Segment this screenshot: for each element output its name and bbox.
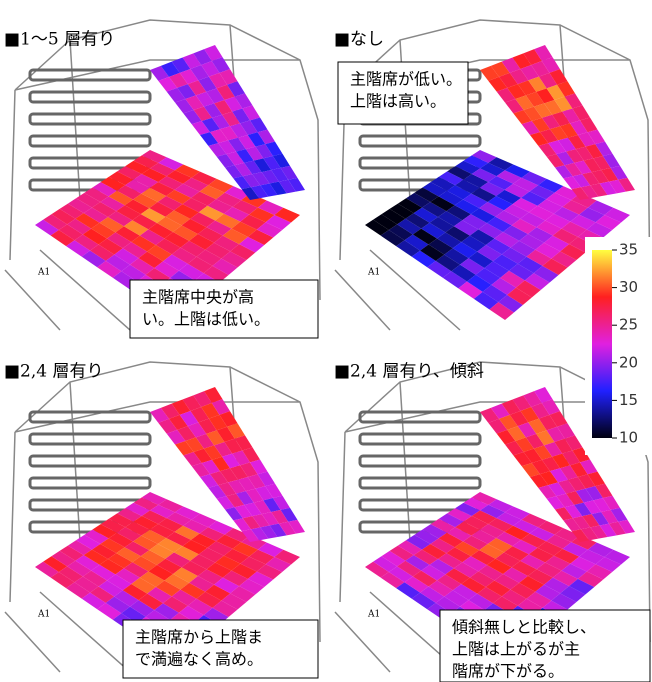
colorbar-label: 30: [619, 278, 638, 296]
colorbar: [592, 250, 612, 438]
note-text: 主階席から上階ま: [135, 628, 263, 647]
note-text: 階席が下がる。: [452, 662, 564, 681]
note-text: 傾斜無しと比較し、: [452, 618, 596, 637]
balcony-rail: [360, 434, 480, 444]
panel-title: ■なし: [334, 30, 384, 50]
balcony-rail: [360, 136, 480, 146]
panel: A1 ■2,4 層有り主階席から上階まで満遍なく高め。: [4, 362, 320, 679]
colorbar-label: 20: [619, 353, 638, 371]
colorbar-label: 15: [619, 391, 638, 409]
note-text: 上階は上がるが主: [452, 640, 580, 659]
seat-label: A1: [37, 268, 50, 278]
balcony-rail: [30, 114, 150, 124]
balcony-rail: [30, 70, 150, 80]
balcony-rail: [30, 136, 150, 146]
note-text: 上階は高い。: [350, 92, 446, 111]
colorbar-label: 10: [619, 429, 638, 447]
note-text: 主階席が低い。: [350, 70, 462, 89]
balcony-rail: [360, 412, 480, 422]
note-text: で満遍なく高め。: [135, 650, 263, 669]
seat-label: A1: [37, 610, 50, 620]
note-text: 主階席中央が高: [142, 288, 254, 307]
balcony-rail: [360, 478, 480, 488]
balcony-rail: [30, 456, 150, 466]
panel-title: ■2,4 層有り: [4, 362, 104, 382]
figure: A1■1～5 層有り主階席中央が高い。上階は低い。A1■なし主階席が低い。上階は…: [0, 0, 652, 682]
page: A1■1～5 層有り主階席中央が高い。上階は低い。A1■なし主階席が低い。上階は…: [0, 0, 652, 682]
colorbar-label: 25: [619, 316, 638, 334]
colorbar-label: 35: [619, 241, 638, 259]
balcony-rail: [30, 478, 150, 488]
note-text: い。上階は低い。: [142, 310, 270, 329]
balcony-rail: [360, 456, 480, 466]
balcony-rail: [30, 434, 150, 444]
seat-label: A1: [367, 610, 380, 620]
panel-title: ■1～5 層有り: [4, 30, 115, 50]
balcony-rail: [30, 412, 150, 422]
panel-title: ■2,4 層有り、傾斜: [334, 362, 484, 382]
seat-label: A1: [367, 268, 380, 278]
panel: A1 ■1～5 層有り主階席中央が高い。上階は低い。: [4, 20, 320, 338]
balcony-rail: [30, 92, 150, 102]
